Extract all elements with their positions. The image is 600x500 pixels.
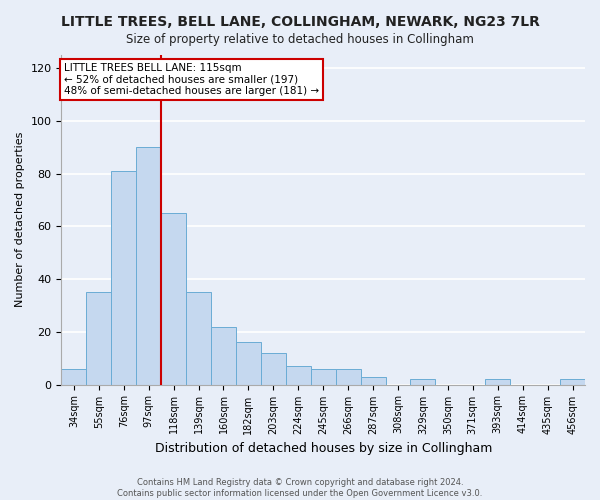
Bar [186, 292, 211, 384]
Bar [136, 148, 161, 384]
Bar [560, 380, 585, 384]
X-axis label: Distribution of detached houses by size in Collingham: Distribution of detached houses by size … [155, 442, 492, 455]
Bar [261, 353, 286, 384]
Bar [361, 376, 386, 384]
Bar [335, 369, 361, 384]
Text: Contains HM Land Registry data © Crown copyright and database right 2024.
Contai: Contains HM Land Registry data © Crown c… [118, 478, 482, 498]
Bar [111, 171, 136, 384]
Text: LITTLE TREES, BELL LANE, COLLINGHAM, NEWARK, NG23 7LR: LITTLE TREES, BELL LANE, COLLINGHAM, NEW… [61, 15, 539, 29]
Text: LITTLE TREES BELL LANE: 115sqm
← 52% of detached houses are smaller (197)
48% of: LITTLE TREES BELL LANE: 115sqm ← 52% of … [64, 63, 319, 96]
Bar [485, 380, 510, 384]
Bar [410, 380, 436, 384]
Bar [61, 369, 86, 384]
Bar [211, 326, 236, 384]
Text: Size of property relative to detached houses in Collingham: Size of property relative to detached ho… [126, 32, 474, 46]
Bar [86, 292, 111, 384]
Bar [236, 342, 261, 384]
Bar [286, 366, 311, 384]
Bar [161, 213, 186, 384]
Y-axis label: Number of detached properties: Number of detached properties [15, 132, 25, 308]
Bar [311, 369, 335, 384]
